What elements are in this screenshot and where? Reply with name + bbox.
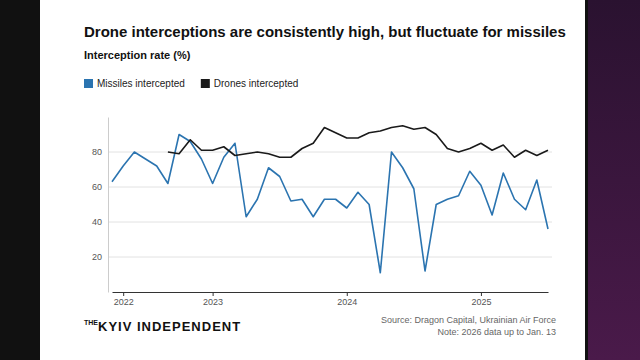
card [40,0,585,360]
x-tick: 2024 [337,292,357,307]
x-tick: 2025 [471,292,491,307]
brand-prefix: THE [84,319,98,326]
x-tick: 2023 [203,292,223,307]
source: Source: Dragon Capital, Ukrainian Air Fo… [381,315,556,325]
background [0,0,640,360]
y-tick-label: 60 [92,182,102,192]
x-tick-label: 2022 [114,297,134,307]
grid-line [108,257,552,258]
chart: Drone interceptions are consistently hig… [0,0,640,360]
x-tick-label: 2023 [203,297,223,307]
x-axis: 2022 2023 2024 2025 [113,292,549,307]
x-tick-mark [481,292,482,296]
y-tick: 40 [92,217,108,227]
note: Note: 2026 data up to Jan. 13 [437,327,556,337]
x-tick-mark [347,292,348,296]
y-tick-label: 20 [92,252,102,262]
legend-label: Missiles intercepted [97,78,185,89]
y-tick-label: 40 [92,217,102,227]
y-tick: 20 [92,252,108,262]
side-panel [588,0,640,360]
x-axis-line [113,292,549,293]
grid-line [108,187,552,188]
brand: KYIV INDEPENDENT [98,319,241,334]
series-line [168,126,548,158]
y-tick: 80 [92,147,108,157]
legend: Missiles intercepted Drones intercepted [84,78,298,89]
x-tick-label: 2025 [471,297,491,307]
legend-swatch [84,79,93,88]
y-tick-label: 80 [92,147,102,157]
plot-area [112,126,548,273]
x-tick-label: 2024 [337,297,357,307]
legend-label: Drones intercepted [214,78,299,89]
legend-swatch [201,79,210,88]
y-axis-line [108,118,109,293]
x-tick-mark [213,292,214,296]
x-tick: 2022 [114,292,134,307]
grid-line [108,222,552,223]
y-axis-title: Interception rate (%) [84,49,191,61]
y-axis: 20 40 60 80 [92,118,109,293]
series-line [112,135,548,273]
grid [108,152,552,257]
x-tick-mark [123,292,124,296]
title: Drone interceptions are consistently hig… [84,23,566,40]
y-tick: 60 [92,182,108,192]
